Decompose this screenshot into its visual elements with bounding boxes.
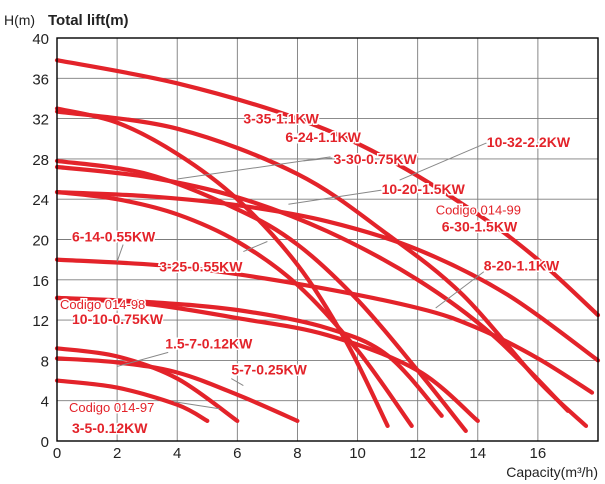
leader-line	[231, 378, 244, 387]
y-tick-label: 24	[32, 192, 49, 209]
y-tick-label: 16	[32, 273, 49, 290]
pump-curve	[54, 295, 480, 423]
plot-frame	[56, 37, 599, 442]
curve-label: 3-25-0.55KW	[159, 259, 243, 275]
pump-curve	[54, 356, 300, 423]
leader-line	[116, 351, 169, 367]
curve-label: 3-35-1.1KW	[243, 111, 319, 127]
curve-label: 10-10-0.75KW	[72, 311, 164, 327]
y-tick-label: 28	[32, 152, 49, 169]
curve-label: 1.5-7-0.12KW	[165, 335, 253, 351]
y-tick-label: 0	[41, 434, 49, 451]
code-label: Codigo 014-97	[69, 400, 154, 415]
leader-line	[303, 157, 334, 162]
y-tick-label: 32	[32, 112, 49, 129]
y-tick-label: 36	[32, 71, 49, 88]
curve-label: 6-24-1.1KW	[285, 129, 361, 145]
x-tick-label: 16	[530, 445, 547, 462]
chart-title: Total lift(m)	[48, 12, 129, 29]
pump-curve	[54, 190, 414, 428]
curve-label: 8-20-1.1KW	[484, 258, 560, 274]
y-tick-label: 40	[32, 31, 49, 48]
leader-line	[174, 401, 220, 410]
curve-label: 5-7-0.25KW	[231, 362, 307, 378]
pump-curve	[54, 58, 601, 318]
leader-lines	[116, 142, 487, 410]
y-tick-label: 4	[41, 394, 49, 411]
y-tick-label: 12	[32, 313, 49, 330]
y-tick-label: 20	[32, 233, 49, 250]
pump-curves	[54, 58, 601, 433]
code-labels: Codigo 014-99 Codigo 014-98 Codigo 014-97	[59, 201, 523, 416]
curve-label: 6-14-0.55KW	[72, 229, 156, 245]
code-label: Codigo 014-99	[436, 202, 521, 217]
pump-curve	[54, 190, 601, 363]
curve-label: 3-30-0.75KW	[334, 151, 418, 167]
x-tick-label: 2	[113, 445, 121, 462]
x-tick-label: 10	[349, 445, 366, 462]
pump-curve	[54, 378, 210, 423]
leader-line	[243, 241, 268, 253]
x-tick-label: 0	[53, 445, 61, 462]
code-label: Codigo 014-98	[60, 297, 145, 312]
leader-line	[435, 271, 485, 309]
pump-curve	[54, 346, 240, 423]
leader-line	[288, 189, 382, 205]
curve-label: 10-20-1.5KW	[382, 181, 466, 197]
pump-curve	[54, 257, 595, 395]
x-tick-label: 8	[293, 445, 301, 462]
x-tick-label: 6	[233, 445, 241, 462]
curve-labels: 3-35-1.1KW 6-24-1.1KW 3-30-0.75KW 10-32-2.2…	[71, 109, 573, 437]
y-axis-label: H(m)	[4, 12, 35, 28]
leader-line	[116, 244, 124, 262]
x-tick-label: 14	[469, 445, 486, 462]
y-tick-label: 8	[41, 353, 49, 370]
x-tick-label: 12	[409, 445, 426, 462]
leader-line	[399, 142, 487, 181]
curve-label: 3-5-0.12KW	[72, 420, 148, 436]
x-tick-label: 4	[173, 445, 181, 462]
curve-label: 10-32-2.2KW	[487, 134, 571, 150]
x-axis-label: Capacity(m³/h)	[506, 464, 598, 480]
curve-label: 6-30-1.5KW	[442, 218, 518, 234]
